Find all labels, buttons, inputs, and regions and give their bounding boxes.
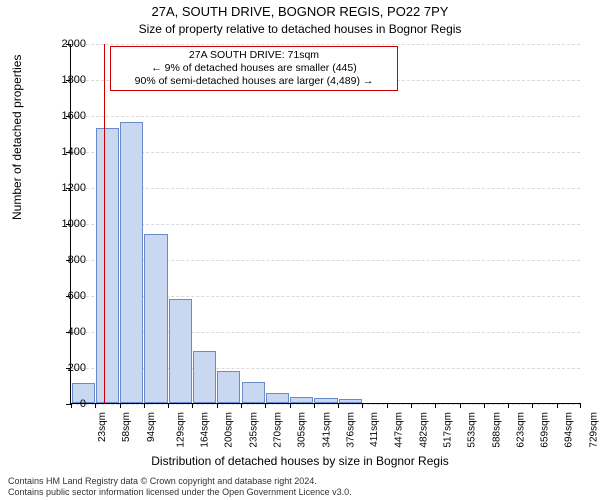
x-tick-label: 659sqm — [540, 412, 551, 448]
x-tick-label: 200sqm — [224, 412, 235, 448]
x-tick-mark — [192, 403, 193, 408]
x-tick-mark — [168, 403, 169, 408]
x-tick-mark — [580, 403, 581, 408]
y-tick-label: 600 — [36, 290, 86, 302]
footer-line-2: Contains public sector information licen… — [8, 487, 352, 498]
y-tick-label: 1400 — [36, 146, 86, 158]
x-tick-label: 553sqm — [467, 412, 478, 448]
histogram-bar — [314, 398, 337, 403]
y-tick-label: 400 — [36, 326, 86, 338]
y-tick-label: 1800 — [36, 74, 86, 86]
x-tick-label: 129sqm — [175, 412, 186, 448]
annotation-box: 27A SOUTH DRIVE: 71sqm ← 9% of detached … — [110, 46, 398, 91]
y-axis-label: Number of detached properties — [10, 55, 24, 220]
y-tick-label: 1200 — [36, 182, 86, 194]
x-tick-label: 94sqm — [146, 412, 157, 442]
x-tick-mark — [95, 403, 96, 408]
chart-title: 27A, SOUTH DRIVE, BOGNOR REGIS, PO22 7PY — [0, 4, 600, 19]
grid-line — [71, 224, 580, 225]
x-tick-label: 623sqm — [515, 412, 526, 448]
x-tick-mark — [217, 403, 218, 408]
x-tick-label: 305sqm — [297, 412, 308, 448]
plot-area — [70, 44, 580, 404]
grid-line — [71, 188, 580, 189]
y-tick-label: 800 — [36, 254, 86, 266]
x-tick-mark — [362, 403, 363, 408]
histogram-bar — [290, 397, 313, 403]
y-tick-label: 0 — [36, 398, 86, 410]
x-tick-label: 447sqm — [394, 412, 405, 448]
histogram-bar — [120, 122, 143, 403]
x-tick-mark — [532, 403, 533, 408]
x-tick-label: 23sqm — [97, 412, 108, 442]
grid-line — [71, 404, 580, 405]
histogram-bar — [144, 234, 167, 403]
grid-line — [71, 152, 580, 153]
chart-subtitle: Size of property relative to detached ho… — [0, 22, 600, 36]
x-tick-mark — [435, 403, 436, 408]
x-tick-mark — [557, 403, 558, 408]
x-tick-label: 517sqm — [443, 412, 454, 448]
x-tick-mark — [411, 403, 412, 408]
x-tick-mark — [387, 403, 388, 408]
x-tick-mark — [508, 403, 509, 408]
footer: Contains HM Land Registry data © Crown c… — [8, 476, 352, 498]
grid-line — [71, 44, 580, 45]
histogram-bar — [242, 382, 265, 403]
x-tick-label: 376sqm — [345, 412, 356, 448]
annotation-line-1: 27A SOUTH DRIVE: 71sqm — [117, 49, 391, 62]
x-tick-mark — [338, 403, 339, 408]
x-tick-mark — [314, 403, 315, 408]
x-tick-mark — [290, 403, 291, 408]
x-axis-label: Distribution of detached houses by size … — [0, 454, 600, 468]
x-tick-mark — [241, 403, 242, 408]
histogram-bar — [217, 371, 240, 403]
x-tick-mark — [460, 403, 461, 408]
histogram-bar — [266, 393, 289, 403]
x-tick-label: 270sqm — [273, 412, 284, 448]
x-tick-label: 729sqm — [588, 412, 599, 448]
x-tick-mark — [120, 403, 121, 408]
x-tick-label: 341sqm — [321, 412, 332, 448]
x-tick-mark — [484, 403, 485, 408]
x-tick-label: 482sqm — [418, 412, 429, 448]
y-tick-label: 1600 — [36, 110, 86, 122]
histogram-bar — [169, 299, 192, 403]
property-marker-line — [104, 44, 105, 403]
x-tick-label: 411sqm — [369, 412, 380, 447]
x-tick-mark — [265, 403, 266, 408]
histogram-bar — [339, 399, 362, 404]
x-tick-label: 694sqm — [564, 412, 575, 448]
chart-figure: 27A, SOUTH DRIVE, BOGNOR REGIS, PO22 7PY… — [0, 0, 600, 500]
x-tick-mark — [144, 403, 145, 408]
grid-line — [71, 116, 580, 117]
x-tick-label: 588sqm — [491, 412, 502, 448]
histogram-bar — [193, 351, 216, 403]
y-tick-label: 200 — [36, 362, 86, 374]
annotation-line-3: 90% of semi-detached houses are larger (… — [117, 75, 391, 88]
y-tick-label: 2000 — [36, 38, 86, 50]
annotation-line-2: ← 9% of detached houses are smaller (445… — [117, 62, 391, 75]
histogram-bar — [96, 128, 119, 403]
y-tick-label: 1000 — [36, 218, 86, 230]
x-tick-label: 164sqm — [200, 412, 211, 448]
x-tick-label: 235sqm — [248, 412, 259, 448]
x-tick-label: 58sqm — [121, 412, 132, 442]
footer-line-1: Contains HM Land Registry data © Crown c… — [8, 476, 352, 487]
